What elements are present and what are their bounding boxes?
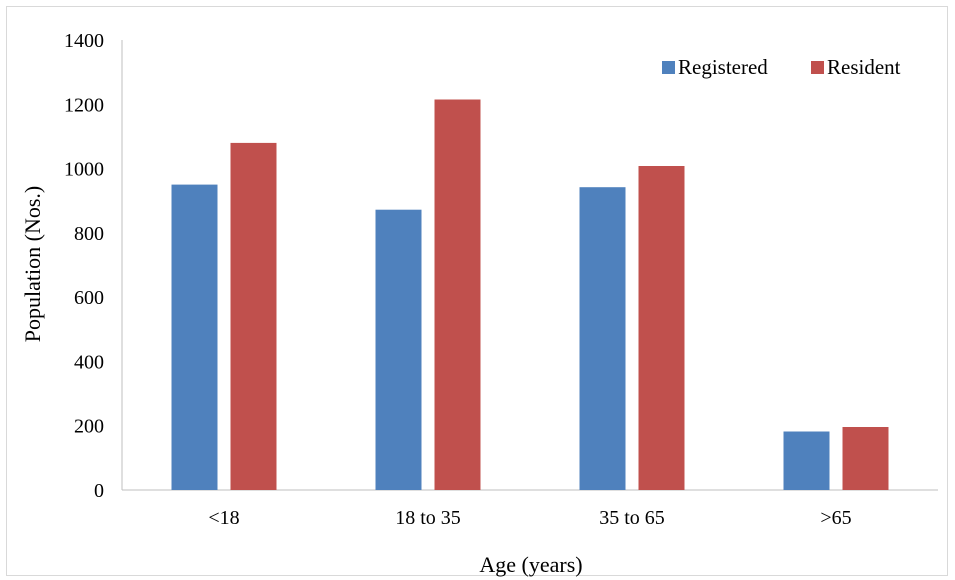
x-tick-label: 35 to 65 [599,507,665,529]
y-tick-label: 1200 [64,94,104,116]
bar-resident-1 [434,99,481,490]
bar-resident-2 [638,166,685,490]
y-tick-label: 200 [74,416,104,438]
bar-registered-0 [171,184,218,490]
bar-resident-3 [842,427,889,490]
y-tick-label: 400 [74,351,104,373]
y-tick-label: 1000 [64,159,104,181]
x-tick-label: >65 [820,507,851,529]
y-tick-labels: 0 200 400 600 800 1000 1200 1400 [64,30,104,502]
legend: Registered Resident [662,55,901,79]
bar-resident-0 [230,142,277,490]
bar-registered-1 [375,209,422,490]
y-tick-label: 1400 [64,30,104,52]
x-tick-labels: <18 18 to 35 35 to 65 >65 [208,507,851,529]
y-tick-label: 0 [94,480,104,502]
legend-swatch-resident [811,61,824,74]
legend-label-registered: Registered [678,55,768,79]
bar-registered-2 [579,187,626,490]
y-tick-label: 600 [74,287,104,309]
x-tick-label: 18 to 35 [395,507,461,529]
x-axis-title: Age (years) [479,552,582,577]
y-tick-label: 800 [74,223,104,245]
bars [171,99,889,490]
legend-swatch-registered [662,61,675,74]
x-tick-label: <18 [208,507,239,529]
y-axis-title: Population (Nos.) [20,186,45,342]
legend-label-resident: Resident [827,55,901,79]
bar-registered-3 [783,431,830,490]
